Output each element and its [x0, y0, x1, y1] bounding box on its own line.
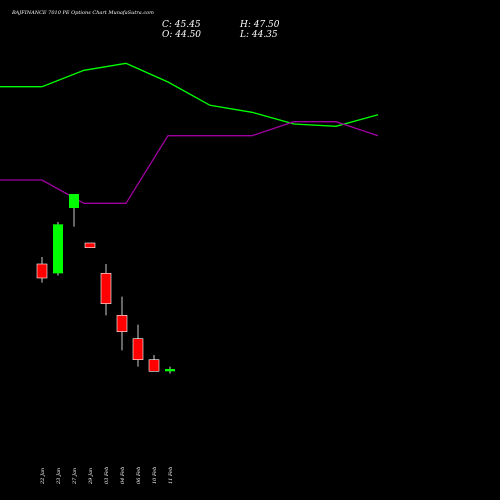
candle-body: [69, 194, 79, 208]
x-tick-label: 10 Feb: [152, 467, 158, 484]
x-tick-label: 23 Jan: [56, 468, 62, 485]
x-axis-tick-labels: 22 Jan 23 Jan 27 Jan 29 Jan 03 Feb 04 Feb 06 F…: [40, 467, 174, 485]
candle-body: [165, 369, 175, 372]
candles: [36, 194, 175, 374]
x-tick-label: 04 Feb: [120, 467, 126, 484]
candle-body: [132, 338, 144, 360]
lower-line-series: [0, 121, 379, 204]
x-tick-label: 06 Feb: [136, 467, 142, 484]
x-tick-label: 29 Jan: [88, 468, 94, 485]
x-tick-label: 22 Jan: [40, 468, 46, 485]
x-tick-label: 11 Feb: [168, 467, 174, 484]
candle-body: [148, 359, 160, 372]
chart-title: BAJFINANCE 7010 PE Options Chart MunafaS…: [12, 10, 154, 16]
x-tick-label: 03 Feb: [104, 467, 110, 484]
candle-5: [100, 264, 112, 316]
candle-body: [84, 242, 96, 248]
candle-9: [165, 366, 175, 374]
candle-8: [148, 355, 160, 372]
candle-1: [36, 257, 48, 283]
candle-body: [116, 315, 128, 332]
high-value: H: 47.50: [240, 20, 280, 30]
open-value: O: 44.50: [162, 30, 202, 40]
close-value: C: 45.45: [162, 20, 201, 30]
candle-2: [53, 222, 63, 276]
low-value: L: 44.35: [240, 30, 278, 40]
candle-3: [69, 194, 79, 227]
upper-line-series: [0, 62, 379, 127]
candle-6: [116, 296, 128, 351]
candle-4: [84, 242, 96, 248]
candle-7: [132, 324, 144, 367]
x-tick-label: 27 Jan: [72, 468, 78, 485]
candle-body: [100, 273, 112, 304]
candle-body: [36, 263, 48, 279]
overlay-lines: [0, 62, 379, 204]
candle-body: [53, 224, 63, 274]
